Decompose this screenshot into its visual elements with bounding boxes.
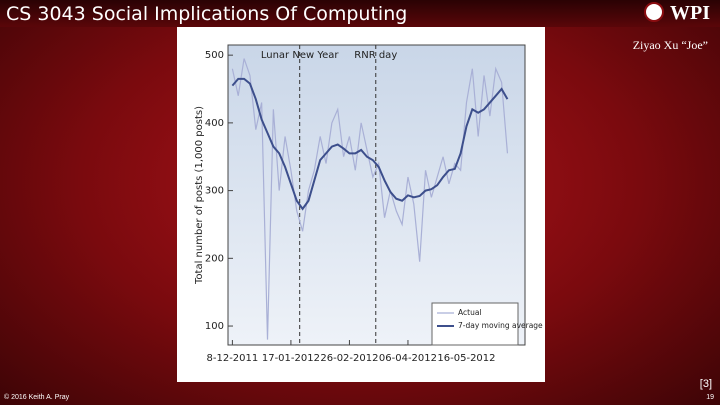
plot-area — [227, 44, 526, 346]
logo: WPI — [670, 2, 710, 24]
x-tick-label: 26-02-2012 — [320, 353, 378, 364]
author: Ziyao Xu “Joe” — [632, 38, 708, 52]
slide-title: CS 3043 Social Implications Of Computing — [6, 3, 408, 25]
legend-label: 7-day moving average — [458, 321, 543, 330]
y-tick-label: 100 — [205, 321, 224, 332]
logo-seal — [644, 2, 664, 22]
y-axis-label: Total number of posts (1,000 posts) — [194, 106, 205, 285]
legend-box — [431, 302, 519, 346]
page-number: 19 — [706, 394, 714, 401]
x-tick-label: 16-05-2012 — [437, 353, 495, 364]
chart: Total number of posts (1,000 posts) 100 2… — [177, 27, 545, 382]
reference: [3] — [699, 378, 712, 390]
x-tick-label: 06-04-2012 — [379, 353, 437, 364]
legend-label: Actual — [458, 308, 482, 317]
x-tick-label: 17-01-2012 — [262, 353, 320, 364]
series-line — [231, 77, 509, 211]
y-tick-label: 400 — [205, 118, 224, 129]
y-tick-label: 200 — [205, 253, 224, 264]
y-tick-label: 300 — [205, 186, 224, 197]
series-line — [231, 58, 509, 340]
header-bar — [0, 0, 720, 27]
footer: © 2016 Keith A. Pray — [4, 394, 70, 401]
annotation: Lunar New Year — [261, 50, 340, 61]
x-tick-label: 8-12-2011 — [207, 353, 259, 364]
annotation: RNR day — [354, 50, 397, 61]
y-tick-label: 500 — [205, 50, 224, 61]
